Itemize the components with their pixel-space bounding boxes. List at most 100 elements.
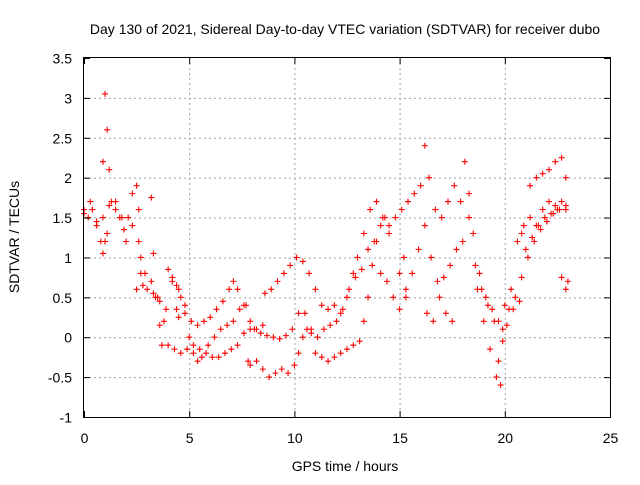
data-point — [253, 326, 260, 333]
data-point — [537, 226, 544, 233]
data-point — [354, 254, 361, 261]
y-tick-label: 1 — [64, 250, 72, 266]
data-point — [442, 310, 449, 317]
data-point — [337, 310, 344, 317]
data-point — [169, 274, 176, 281]
data-point — [165, 342, 172, 349]
data-point — [400, 254, 407, 261]
data-point — [499, 338, 506, 345]
data-point — [472, 262, 479, 269]
data-point — [287, 262, 294, 269]
data-point — [451, 182, 458, 189]
data-point — [423, 310, 430, 317]
data-point — [503, 322, 510, 329]
data-point — [112, 198, 119, 205]
data-point — [487, 346, 494, 353]
data-point — [272, 370, 279, 377]
data-point — [266, 374, 273, 381]
data-point — [123, 238, 130, 245]
x-tick-label: 5 — [186, 430, 194, 446]
data-point — [135, 206, 142, 213]
y-tick-label: 2 — [64, 170, 72, 186]
data-point — [337, 350, 344, 357]
data-point — [139, 282, 146, 289]
data-point — [327, 322, 334, 329]
data-point — [453, 246, 460, 253]
data-point — [430, 318, 437, 325]
data-point — [331, 302, 338, 309]
data-point — [186, 334, 193, 341]
data-point — [299, 258, 306, 265]
data-point — [184, 346, 191, 353]
data-point — [365, 294, 372, 301]
data-point — [118, 214, 125, 221]
data-point — [295, 310, 302, 317]
data-point — [531, 238, 538, 245]
data-point — [120, 226, 127, 233]
data-point — [247, 318, 254, 325]
data-point — [516, 298, 523, 305]
data-point — [177, 294, 184, 301]
data-point — [497, 382, 504, 389]
data-point — [426, 174, 433, 181]
data-point — [508, 286, 515, 293]
data-point — [217, 326, 224, 333]
data-point — [339, 306, 346, 313]
y-tick-label: 2.5 — [53, 130, 73, 146]
data-point — [104, 230, 111, 237]
y-axis-title: SDTVAR / TECUs — [6, 181, 22, 293]
data-point — [358, 266, 365, 273]
data-point — [236, 306, 243, 313]
data-point — [230, 318, 237, 325]
data-point — [512, 294, 519, 301]
data-point — [175, 314, 182, 321]
data-point — [203, 350, 210, 357]
data-point — [421, 142, 428, 149]
data-point — [306, 270, 313, 277]
data-point — [415, 246, 422, 253]
data-point — [444, 198, 451, 205]
data-point — [325, 306, 332, 313]
data-point — [175, 286, 182, 293]
data-point — [558, 274, 565, 281]
data-point — [539, 170, 546, 177]
data-point — [247, 326, 254, 333]
data-point — [148, 278, 155, 285]
data-point — [289, 326, 296, 333]
data-point — [381, 214, 388, 221]
data-point — [133, 182, 140, 189]
data-point — [434, 278, 441, 285]
data-point — [87, 198, 94, 205]
data-point — [369, 262, 376, 269]
data-point — [188, 318, 195, 325]
y-tick-label: -0.5 — [48, 370, 72, 386]
data-point — [392, 214, 399, 221]
data-point — [173, 306, 180, 313]
data-point — [541, 214, 548, 221]
data-point — [125, 214, 132, 221]
data-point — [552, 202, 559, 209]
data-point — [156, 322, 163, 329]
marks-layer — [81, 90, 571, 389]
x-tick-label: 10 — [287, 430, 303, 446]
data-point — [409, 270, 416, 277]
data-point — [510, 306, 517, 313]
data-point — [356, 338, 363, 345]
data-point — [253, 358, 260, 365]
x-tick-label: 20 — [498, 430, 514, 446]
data-point — [501, 302, 508, 309]
y-tick-label: -1 — [60, 410, 73, 426]
data-point — [527, 214, 534, 221]
y-tick-label: 0 — [64, 330, 72, 346]
data-point — [489, 306, 496, 313]
data-point — [333, 318, 340, 325]
data-point — [99, 214, 106, 221]
data-point — [190, 350, 197, 357]
data-point — [518, 230, 525, 237]
data-point — [396, 270, 403, 277]
data-point — [228, 346, 235, 353]
data-point — [205, 342, 212, 349]
data-point — [552, 158, 559, 165]
data-point — [461, 158, 468, 165]
